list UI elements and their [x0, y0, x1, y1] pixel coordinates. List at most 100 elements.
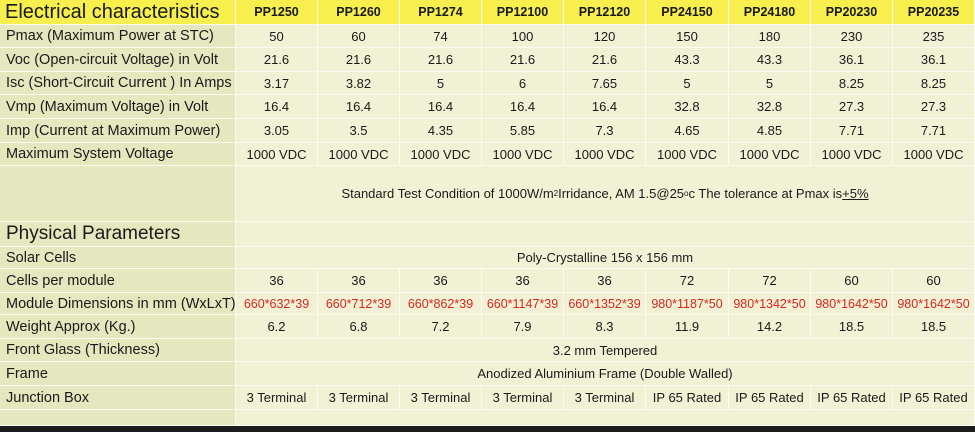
junction-box-value: 3 Terminal: [564, 386, 646, 410]
imp-value: 7.71: [811, 119, 893, 143]
model-header-pp24150: PP24150: [646, 0, 729, 25]
cells-per-module-value: 36: [318, 269, 400, 293]
junction-box-value: IP 65 Rated: [811, 386, 893, 410]
model-header-pp12120: PP12120: [564, 0, 646, 25]
row-label-frame: Frame: [0, 362, 236, 386]
pmax-value: 74: [400, 25, 482, 48]
max-system-voltage-value: 1000 VDC: [893, 143, 975, 166]
row-label-solar-cells: Solar Cells: [0, 247, 236, 269]
cells-per-module-value: 72: [729, 269, 811, 293]
module-dimensions-value: 660*862*39: [400, 293, 482, 315]
imp-value: 5.85: [482, 119, 564, 143]
junction-box-value: 3 Terminal: [236, 386, 318, 410]
voc-value: 21.6: [318, 48, 400, 72]
vmp-value: 27.3: [811, 95, 893, 119]
vmp-value: 16.4: [236, 95, 318, 119]
isc-value: 7.65: [564, 72, 646, 95]
pmax-value: 180: [729, 25, 811, 48]
note-text-part: Irridance, AM 1.5@25: [558, 186, 685, 201]
module-dimensions-value: 980*1642*50: [811, 293, 893, 315]
vmp-value: 32.8: [646, 95, 729, 119]
row-label-max-system-voltage: Maximum System Voltage: [0, 143, 236, 166]
weight-value: 7.9: [482, 315, 564, 339]
pmax-value: 150: [646, 25, 729, 48]
junction-box-value: IP 65 Rated: [893, 386, 975, 410]
max-system-voltage-value: 1000 VDC: [236, 143, 318, 166]
module-dimensions-value: 660*1352*39: [564, 293, 646, 315]
imp-value: 7.3: [564, 119, 646, 143]
cells-per-module-value: 60: [893, 269, 975, 293]
max-system-voltage-value: 1000 VDC: [729, 143, 811, 166]
row-label-pmax: Pmax (Maximum Power at STC): [0, 25, 236, 48]
solar-cells-value: Poly-Crystalline 156 x 156 mm: [236, 247, 975, 269]
pmax-value: 50: [236, 25, 318, 48]
row-label-weight: Weight Approx (Kg.): [0, 315, 236, 339]
voc-value: 21.6: [400, 48, 482, 72]
weight-value: 7.2: [400, 315, 482, 339]
row-label-voc: Voc (Open-circuit Voltage) in Volt: [0, 48, 236, 72]
vmp-value: 16.4: [318, 95, 400, 119]
note-text-part: c The tolerance at Pmax is: [688, 186, 843, 201]
pmax-value: 235: [893, 25, 975, 48]
module-dimensions-value: 660*712*39: [318, 293, 400, 315]
frame-value: Anodized Aluminium Frame (Double Walled): [236, 362, 975, 386]
row-label-cells-per-module: Cells per module: [0, 269, 236, 293]
junction-box-value: 3 Terminal: [400, 386, 482, 410]
voc-value: 43.3: [646, 48, 729, 72]
cells-per-module-value: 36: [482, 269, 564, 293]
vmp-value: 27.3: [893, 95, 975, 119]
isc-value: 5: [646, 72, 729, 95]
table-footer-blank: [236, 410, 975, 426]
model-header-pp1250: PP1250: [236, 0, 318, 25]
note-label-blank: [0, 166, 236, 222]
weight-value: 8.3: [564, 315, 646, 339]
voc-value: 21.6: [564, 48, 646, 72]
vmp-value: 32.8: [729, 95, 811, 119]
pmax-value: 60: [318, 25, 400, 48]
pmax-value: 120: [564, 25, 646, 48]
weight-value: 6.2: [236, 315, 318, 339]
cells-per-module-value: 36: [564, 269, 646, 293]
isc-value: 8.25: [893, 72, 975, 95]
model-header-pp12100: PP12100: [482, 0, 564, 25]
model-header-pp24180: PP24180: [729, 0, 811, 25]
cells-per-module-value: 60: [811, 269, 893, 293]
front-glass-value: 3.2 mm Tempered: [236, 339, 975, 362]
junction-box-value: 3 Terminal: [482, 386, 564, 410]
max-system-voltage-value: 1000 VDC: [564, 143, 646, 166]
cells-per-module-value: 36: [236, 269, 318, 293]
electrical-characteristics-title: Electrical characteristics: [0, 0, 236, 25]
row-label-imp: Imp (Current at Maximum Power): [0, 119, 236, 143]
row-label-front-glass: Front Glass (Thickness): [0, 339, 236, 362]
tolerance-value: +5%: [842, 186, 869, 201]
weight-value: 18.5: [811, 315, 893, 339]
module-dimensions-value: 660*1147*39: [482, 293, 564, 315]
isc-value: 8.25: [811, 72, 893, 95]
voc-value: 36.1: [893, 48, 975, 72]
note-superscript: 2: [553, 189, 559, 198]
max-system-voltage-value: 1000 VDC: [318, 143, 400, 166]
note-superscript: o: [684, 189, 689, 198]
pmax-value: 100: [482, 25, 564, 48]
isc-value: 6: [482, 72, 564, 95]
model-header-pp1274: PP1274: [400, 0, 482, 25]
section-spacer: [236, 222, 975, 247]
junction-box-value: 3 Terminal: [318, 386, 400, 410]
model-header-pp20230: PP20230: [811, 0, 893, 25]
module-dimensions-value: 980*1342*50: [729, 293, 811, 315]
module-dimensions-value: 660*632*39: [236, 293, 318, 315]
vmp-value: 16.4: [400, 95, 482, 119]
imp-value: 4.85: [729, 119, 811, 143]
pmax-value: 230: [811, 25, 893, 48]
isc-value: 5: [400, 72, 482, 95]
isc-value: 3.17: [236, 72, 318, 95]
imp-value: 3.5: [318, 119, 400, 143]
module-dimensions-value: 980*1642*50: [893, 293, 975, 315]
isc-value: 3.82: [318, 72, 400, 95]
weight-value: 14.2: [729, 315, 811, 339]
table-footer-blank: [0, 410, 236, 426]
weight-value: 18.5: [893, 315, 975, 339]
imp-value: 3.05: [236, 119, 318, 143]
standard-test-condition-note: Standard Test Condition of 1000W/m 2 Irri…: [236, 166, 975, 222]
